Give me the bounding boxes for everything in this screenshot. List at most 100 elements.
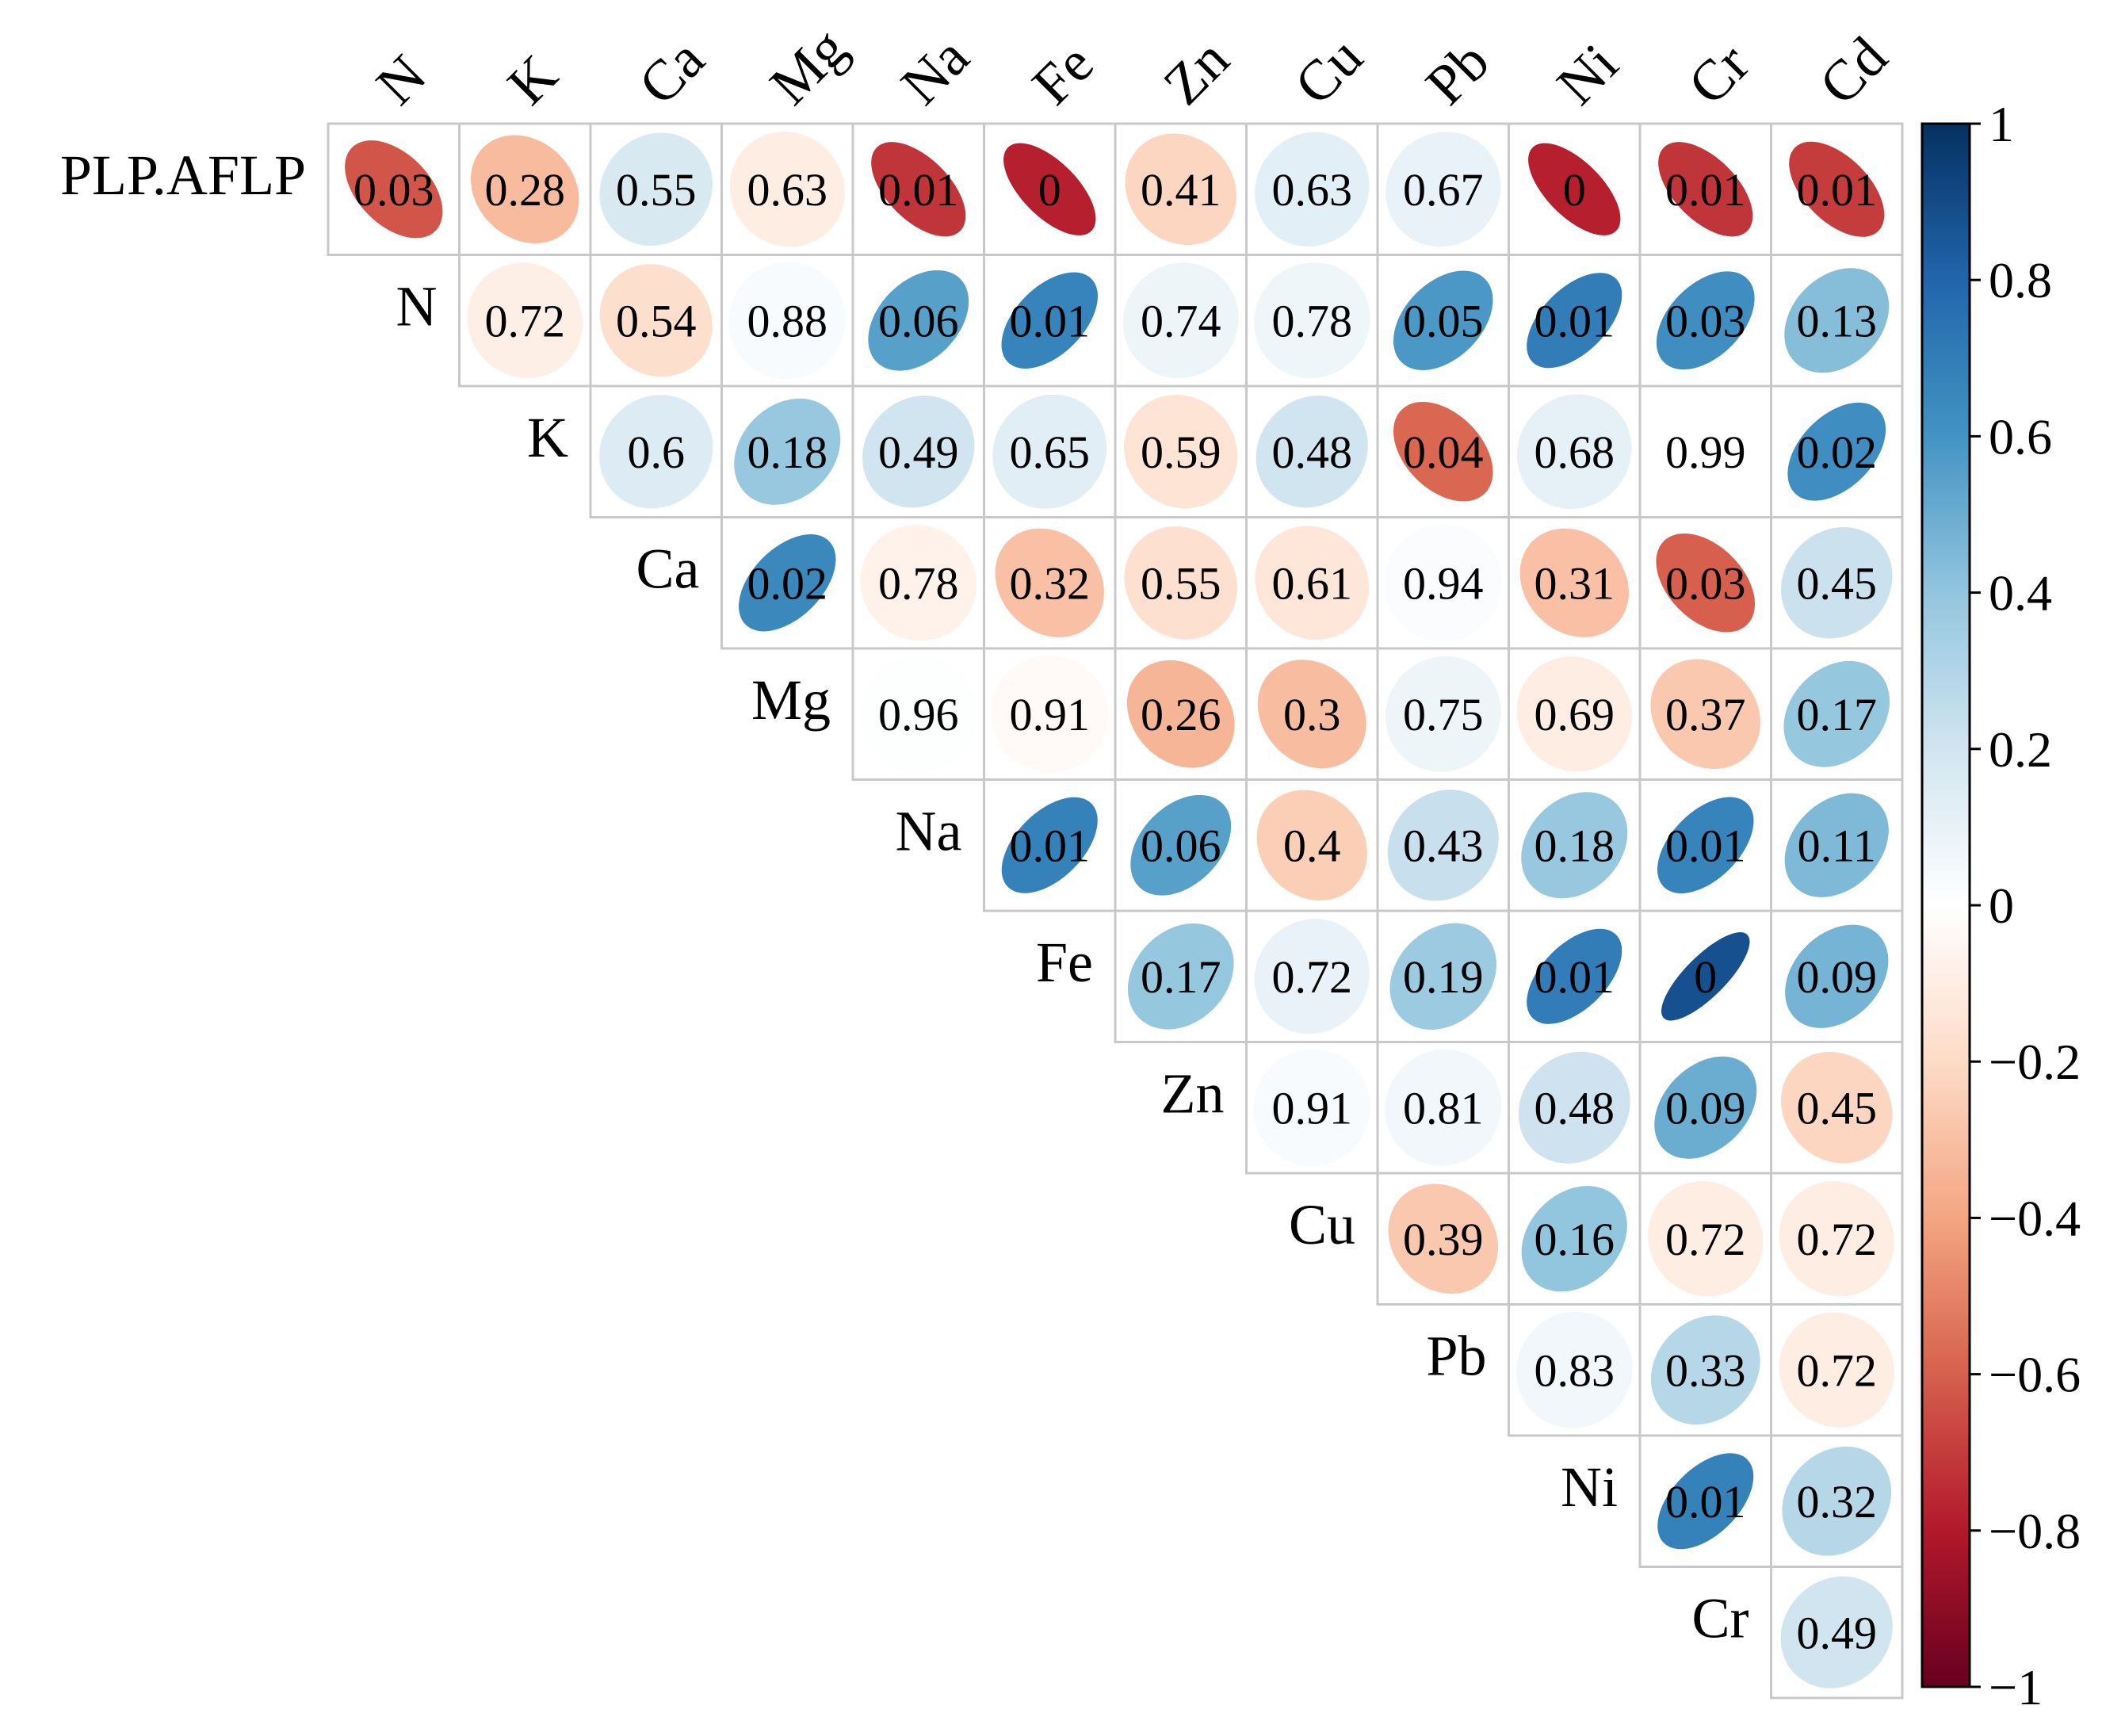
cell-value-label: 0.54	[616, 295, 697, 346]
column-label: Pb	[1413, 29, 1500, 117]
correlation-ellipse	[728, 262, 847, 380]
cell-value-label: 0.01	[1535, 295, 1615, 346]
cell-value-label: 0.03	[354, 164, 434, 216]
correlation-ellipse	[1124, 395, 1238, 509]
cell-value-label: 0.3	[1283, 689, 1341, 740]
cell-value-label: 0.78	[878, 557, 959, 609]
column-label: Ni	[1545, 32, 1630, 117]
correlation-ellipse	[1255, 132, 1370, 247]
correlation-ellipse	[1393, 270, 1493, 371]
cell-value-label: 0.83	[1535, 1344, 1615, 1396]
cell-value-label: 0.48	[1535, 1082, 1615, 1134]
cell-value-label: 0.01	[1535, 951, 1615, 1003]
row-labels: PLP.AFLP N K Ca Mg Na Fe Zn Cu Pb Ni Cr	[60, 143, 1749, 1650]
correlation-ellipse	[1126, 660, 1235, 768]
row-label: N	[396, 274, 438, 338]
column-label: N	[364, 43, 438, 117]
cell-value-label: 0.01	[878, 164, 959, 216]
cell-value-label: 0.31	[1535, 557, 1615, 609]
cell-value-label: 0.49	[1797, 1607, 1878, 1658]
cell-value-label: 0.03	[1665, 557, 1746, 609]
cell-value-label: 0.74	[1141, 295, 1221, 346]
column-label: Mg	[758, 16, 858, 117]
correlation-ellipse	[1650, 659, 1761, 770]
ellipse-layer	[345, 132, 1894, 1688]
cell-value-label: 0.01	[1665, 820, 1746, 871]
correlation-ellipse	[1518, 1051, 1630, 1164]
cell-value-label: 0.01	[1010, 820, 1091, 871]
cell-value-label: 0	[1038, 164, 1061, 216]
column-label: Cd	[1807, 25, 1899, 117]
row-label: PLP.AFLP	[60, 143, 306, 207]
row-label: Zn	[1161, 1061, 1225, 1125]
correlation-ellipse	[345, 140, 443, 239]
cell-value-label: 0.55	[1141, 557, 1221, 609]
column-labels: N K Ca Mg Na Fe Zn Cu Pb Ni Cr Cd	[364, 16, 1898, 117]
cell-value-label: 0.02	[747, 557, 828, 609]
correlation-ellipse	[1254, 262, 1370, 379]
correlation-ellipse	[1527, 273, 1622, 369]
cell-value-label: 0.17	[1797, 689, 1878, 740]
cell-value-label: 0.41	[1141, 164, 1221, 216]
column-label: K	[495, 43, 569, 117]
cell-value-label: 0.68	[1535, 426, 1615, 478]
cell-value-label: 0	[1694, 951, 1717, 1003]
correlation-ellipse	[1122, 262, 1239, 379]
cell-value-label: 0.72	[485, 295, 566, 346]
correlation-ellipse	[1650, 1315, 1760, 1425]
cell-value-label: 0.75	[1403, 689, 1484, 740]
cell-value-label: 0.04	[1403, 426, 1484, 478]
cell-value-label: 0.01	[1010, 295, 1091, 346]
correlation-ellipse	[1779, 1312, 1894, 1428]
cell-value-label: 0.59	[1141, 426, 1221, 478]
cell-value-label: 0.88	[747, 295, 828, 346]
cell-value-label: 0.02	[1797, 426, 1878, 478]
cell-value-label: 0.78	[1272, 295, 1353, 346]
correlation-ellipse	[1789, 141, 1885, 237]
cell-value-label: 0.37	[1665, 689, 1746, 740]
correlation-ellipse	[1127, 923, 1234, 1030]
correlation-ellipse	[1780, 1051, 1893, 1164]
cell-value-label: 0.01	[1665, 1476, 1746, 1528]
cell-value-label: 0.13	[1797, 295, 1878, 346]
cell-value-label: 0.45	[1797, 1082, 1878, 1134]
correlation-ellipse	[1257, 660, 1366, 769]
correlation-ellipse	[734, 398, 841, 505]
correlation-ellipse	[1387, 790, 1499, 901]
column-label: Cu	[1282, 25, 1374, 117]
correlation-ellipse	[860, 525, 977, 641]
row-label: Cu	[1289, 1193, 1355, 1256]
correlation-ellipse	[1124, 526, 1237, 640]
cell-value-label: 0.05	[1403, 295, 1484, 346]
colorbar-tick-label: 0.6	[1989, 408, 2052, 465]
cell-value-label: 0.69	[1535, 689, 1615, 740]
correlation-ellipse	[470, 135, 579, 244]
correlation-ellipse	[1527, 928, 1622, 1024]
cell-value-label: 0.81	[1403, 1082, 1484, 1134]
correlation-ellipse	[729, 132, 845, 247]
cell-value-label: 0.63	[1272, 164, 1353, 216]
correlation-ellipse	[871, 142, 966, 237]
cell-value-label: 0.99	[1665, 426, 1746, 478]
correlation-ellipse	[1784, 268, 1890, 373]
correlation-ellipse	[739, 534, 836, 632]
correlation-ellipse	[862, 396, 975, 508]
correlation-ellipse	[1657, 797, 1754, 893]
cell-value-label: 0.06	[878, 295, 959, 346]
cell-value-label: 0.28	[485, 164, 566, 216]
column-label: Na	[889, 25, 980, 117]
row-label: K	[527, 406, 568, 469]
correlation-ellipse	[1661, 932, 1750, 1021]
cell-value-label: 0.4	[1283, 820, 1341, 871]
correlation-ellipse	[995, 528, 1104, 637]
colorbar-tick-label: 0.8	[1989, 252, 2052, 308]
cell-value-label: 0.43	[1403, 820, 1484, 871]
cell-value-label: 0.01	[1665, 164, 1746, 216]
column-label: Zn	[1151, 27, 1240, 117]
cell-value-label: 0.49	[878, 426, 959, 478]
correlation-ellipse	[1255, 526, 1370, 640]
cell-value-label: 0.16	[1535, 1214, 1615, 1265]
correlation-ellipse	[1001, 797, 1098, 893]
correlation-ellipse	[1516, 394, 1632, 510]
correlation-ellipse	[1656, 271, 1755, 370]
